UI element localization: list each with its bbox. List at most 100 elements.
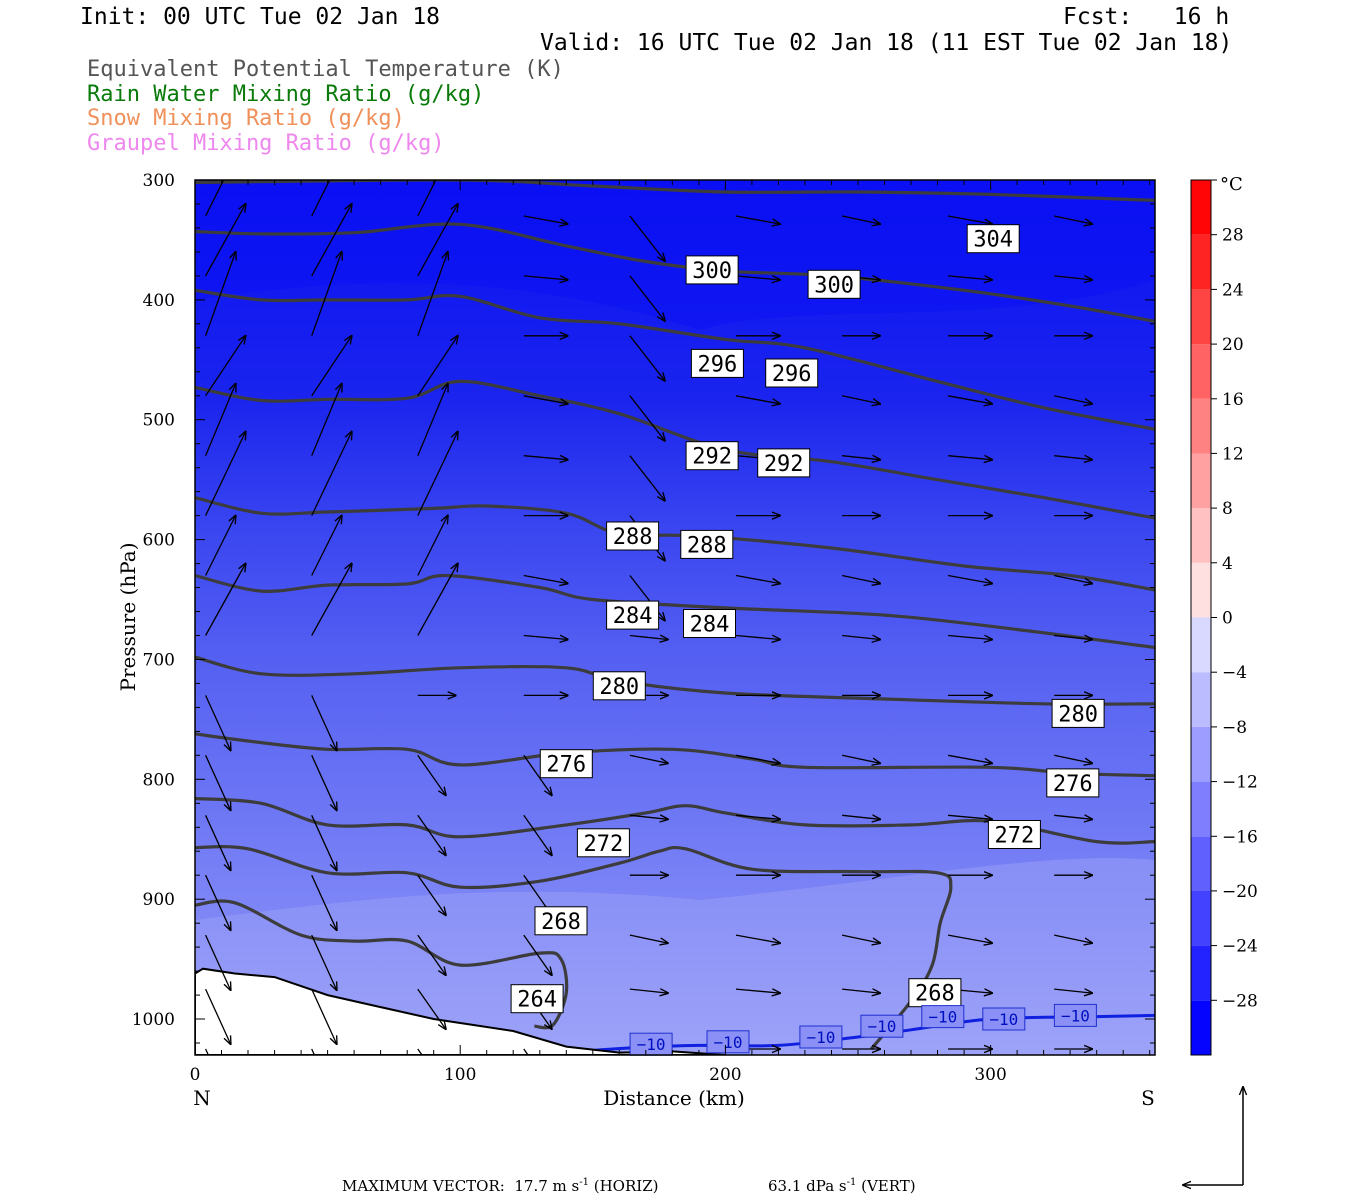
plot-frame	[194, 179, 1156, 1056]
wind-vector	[205, 695, 231, 750]
theta-e-label-box	[592, 671, 646, 701]
y-axis-title: Pressure (hPa)	[116, 543, 140, 692]
theta-e-label-box	[606, 600, 660, 630]
wind-vector	[311, 252, 342, 337]
wind-vector	[417, 180, 437, 217]
colorbar-label: −12	[1222, 773, 1258, 793]
isotherm-label-text: −10	[714, 1033, 743, 1052]
theta-e-label-box	[680, 529, 734, 559]
colorbar-label: 0	[1222, 609, 1233, 629]
theta-e-label: 288	[680, 529, 734, 559]
y-tick-label: 300	[143, 171, 175, 191]
isotherm-label-box	[706, 1030, 750, 1054]
theta-e-contour-292	[195, 379, 1155, 520]
wind-vector	[735, 276, 780, 280]
wind-vector	[205, 384, 236, 456]
y-tick-label: 600	[143, 531, 175, 551]
wind-vector	[842, 989, 880, 993]
colorbar-segment	[1191, 508, 1211, 563]
wind-vector	[311, 336, 352, 397]
wind-vector	[417, 814, 446, 855]
wind-vector	[947, 754, 992, 763]
max-vector-horiz: MAXIMUM VECTOR: 17.7 m s-1 (HORIZ)	[342, 1177, 659, 1195]
wind-vector	[311, 755, 337, 810]
theta-e-label-box	[757, 448, 811, 478]
wind-vector	[417, 432, 458, 516]
wind-vector	[735, 815, 780, 819]
wind-vector	[735, 574, 780, 584]
theta-e-contour-284	[195, 573, 1155, 650]
wind-vector	[735, 934, 780, 943]
theta-e-label-text: 284	[690, 613, 730, 638]
wind-vector	[629, 934, 668, 943]
wind-vector	[205, 874, 231, 930]
y-tick-label: 1000	[132, 1010, 175, 1030]
wind-vector	[841, 395, 880, 404]
isotherm-label: −10	[982, 1007, 1026, 1031]
wind-vector	[629, 815, 668, 819]
theta-e-label: 272	[987, 820, 1041, 849]
theta-e-label-box	[987, 820, 1041, 849]
wind-vector	[841, 934, 880, 943]
theta-e-label-text: 300	[814, 273, 854, 298]
theta-e-label: 288	[606, 521, 660, 551]
wind-vector	[629, 335, 665, 381]
wind-vector	[523, 574, 568, 584]
colorbar-label: 4	[1222, 554, 1233, 574]
colorbar-segment	[1191, 344, 1211, 399]
wind-vector	[204, 252, 236, 337]
colorbar-label: −20	[1222, 882, 1258, 902]
wind-vector	[1054, 574, 1092, 584]
colorbar-label: 28	[1222, 226, 1244, 246]
x-axis-title: Distance (km)	[603, 1086, 745, 1110]
isotherm-label: −10	[629, 1032, 673, 1056]
wind-vector	[205, 564, 246, 636]
wind-vector	[947, 574, 992, 584]
theta-e-contour-300	[195, 222, 1155, 323]
wind-vector	[947, 934, 992, 943]
theta-e-label-box	[539, 749, 593, 779]
wind-vector	[523, 934, 552, 975]
wind-vector	[841, 574, 880, 584]
theta-e-label-text: 280	[599, 675, 639, 700]
colorbar-label: −8	[1222, 718, 1247, 738]
colorbar-segment	[1191, 617, 1211, 673]
wind-vector	[735, 989, 780, 993]
colorbar-segment	[1191, 781, 1211, 837]
colorbar-segment	[1191, 398, 1211, 454]
theta-e-label-text: 288	[613, 525, 653, 550]
x-tick-label: 100	[444, 1065, 476, 1085]
wind-vector	[735, 754, 780, 763]
wind-vector	[205, 988, 231, 1044]
wind-vector	[205, 934, 231, 990]
wind-vector	[629, 275, 665, 321]
theta-e-label: 304	[966, 224, 1020, 254]
theta-e-label: 296	[690, 348, 744, 378]
wind-vector	[417, 988, 446, 1029]
theta-e-label-text: 276	[1053, 772, 1093, 797]
colorbar-label: 12	[1222, 444, 1244, 464]
wind-vector	[629, 989, 668, 993]
theta-e-label-text: 304	[973, 228, 1013, 253]
colorbar-segment	[1191, 234, 1211, 290]
isotherm-label: −10	[860, 1014, 904, 1038]
theta-e-label: 280	[592, 671, 646, 701]
wind-vector	[311, 815, 337, 870]
isotherm-label-text: −10	[806, 1028, 835, 1047]
wind-vector	[948, 815, 992, 819]
colorbar-segment	[1191, 562, 1211, 618]
colorbar-frame	[1190, 179, 1212, 1056]
field-rain: Rain Water Mixing Ratio (g/kg)	[87, 82, 485, 107]
theta-e-label-box	[685, 255, 739, 285]
wind-vector	[417, 336, 458, 397]
theta-e-label: 284	[683, 609, 736, 638]
wind-vector	[523, 814, 552, 855]
y-tick-label: 500	[143, 411, 175, 431]
field-snow: Snow Mixing Ratio (g/kg)	[87, 106, 405, 131]
wind-vector	[1054, 989, 1092, 993]
colorbar-segment	[1191, 945, 1211, 1001]
theta-e-label: 264	[510, 984, 564, 1014]
isotherm-label: −10	[799, 1025, 843, 1049]
isotherm-label-box	[982, 1007, 1026, 1031]
wind-vector	[311, 204, 352, 277]
